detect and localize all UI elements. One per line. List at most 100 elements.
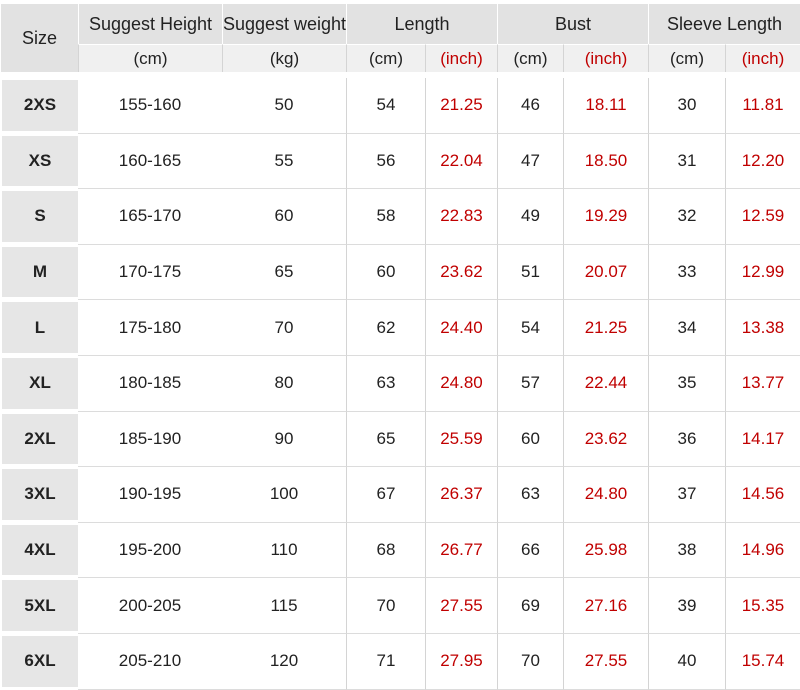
cm-value: 40 xyxy=(648,634,725,690)
cm-value: 38 xyxy=(648,522,725,579)
size-label: 2XL xyxy=(2,413,78,465)
inch-value: 15.74 xyxy=(725,634,800,690)
cm-value: 70 xyxy=(222,300,346,356)
inch-value: 13.77 xyxy=(725,356,800,412)
cm-value: 66 xyxy=(497,522,563,579)
cm-value: 34 xyxy=(648,300,725,356)
inch-value: 24.40 xyxy=(425,300,497,356)
cm-value: 68 xyxy=(346,522,425,579)
size-label: M xyxy=(2,246,78,298)
inch-value: 26.37 xyxy=(425,467,497,523)
unit-header: (cm) xyxy=(346,44,425,72)
unit-header: (cm) xyxy=(497,44,563,72)
column-header: Sleeve Length xyxy=(648,4,800,44)
inch-value: 19.29 xyxy=(563,189,648,245)
inch-value: 18.11 xyxy=(563,78,648,134)
inch-value: 12.99 xyxy=(725,244,800,301)
inch-value: 27.55 xyxy=(425,578,497,634)
inch-value: 11.81 xyxy=(725,78,800,134)
size-label: 3XL xyxy=(2,469,78,520)
cm-value: 55 xyxy=(222,134,346,190)
column-header: Suggest weight xyxy=(222,4,346,44)
cm-value: 60 xyxy=(497,411,563,468)
size-label: XS xyxy=(2,135,78,187)
size-label: 5XL xyxy=(2,580,78,631)
size-label: 2XS xyxy=(2,80,78,131)
cm-value: 200-205 xyxy=(78,578,222,634)
inch-value: 27.95 xyxy=(425,634,497,690)
unit-header: (inch) xyxy=(725,44,800,72)
cm-value: 170-175 xyxy=(78,245,222,301)
cm-value: 195-200 xyxy=(78,523,222,579)
size-label: 6XL xyxy=(2,636,78,687)
column-header: Length xyxy=(346,4,497,44)
inch-value: 25.59 xyxy=(425,411,497,468)
inch-value: 14.17 xyxy=(725,411,800,468)
cm-value: 35 xyxy=(648,356,725,412)
cm-value: 165-170 xyxy=(78,189,222,245)
cm-value: 90 xyxy=(222,412,346,468)
cm-value: 180-185 xyxy=(78,356,222,412)
cm-value: 51 xyxy=(497,244,563,301)
cm-value: 65 xyxy=(222,245,346,301)
unit-header: (kg) xyxy=(222,44,346,72)
unit-header: (inch) xyxy=(425,44,497,72)
cm-value: 47 xyxy=(497,133,563,190)
cm-value: 115 xyxy=(222,578,346,634)
cm-value: 60 xyxy=(222,189,346,245)
inch-value: 24.80 xyxy=(563,467,648,523)
cm-value: 36 xyxy=(648,411,725,468)
column-header: Bust xyxy=(497,4,648,44)
cm-value: 63 xyxy=(346,356,425,412)
inch-value: 24.80 xyxy=(425,356,497,412)
size-label: XL xyxy=(2,358,78,409)
cm-value: 58 xyxy=(346,189,425,245)
cm-value: 100 xyxy=(222,467,346,523)
size-label: L xyxy=(2,302,78,353)
cm-value: 56 xyxy=(346,133,425,190)
cm-value: 110 xyxy=(222,523,346,579)
cm-value: 120 xyxy=(222,634,346,690)
cm-value: 46 xyxy=(497,78,563,134)
cm-value: 63 xyxy=(497,467,563,523)
inch-value: 21.25 xyxy=(425,78,497,134)
inch-value: 22.44 xyxy=(563,356,648,412)
inch-value: 14.56 xyxy=(725,467,800,523)
inch-value: 22.83 xyxy=(425,189,497,245)
inch-value: 23.62 xyxy=(425,244,497,301)
cm-value: 67 xyxy=(346,467,425,523)
cm-value: 71 xyxy=(346,634,425,690)
cm-value: 49 xyxy=(497,189,563,245)
cm-value: 57 xyxy=(497,356,563,412)
cm-value: 37 xyxy=(648,467,725,523)
unit-header: (cm) xyxy=(648,44,725,72)
cm-value: 70 xyxy=(346,578,425,634)
inch-value: 13.38 xyxy=(725,300,800,356)
cm-value: 175-180 xyxy=(78,300,222,356)
cm-value: 205-210 xyxy=(78,634,222,690)
cm-value: 54 xyxy=(497,300,563,356)
cm-value: 60 xyxy=(346,244,425,301)
unit-header: (inch) xyxy=(563,44,648,72)
column-header: Suggest Height xyxy=(78,4,222,44)
size-label: 4XL xyxy=(2,524,78,576)
inch-value: 25.98 xyxy=(563,522,648,579)
cm-value: 160-165 xyxy=(78,134,222,190)
cm-value: 70 xyxy=(497,634,563,690)
cm-value: 155-160 xyxy=(78,78,222,134)
inch-value: 12.59 xyxy=(725,189,800,245)
cm-value: 190-195 xyxy=(78,467,222,523)
inch-value: 12.20 xyxy=(725,133,800,190)
cm-value: 65 xyxy=(346,411,425,468)
cm-value: 62 xyxy=(346,300,425,356)
cm-value: 30 xyxy=(648,78,725,134)
inch-value: 22.04 xyxy=(425,133,497,190)
size-label: S xyxy=(2,191,78,242)
cm-value: 32 xyxy=(648,189,725,245)
cm-value: 80 xyxy=(222,356,346,412)
cm-value: 54 xyxy=(346,78,425,134)
cm-value: 185-190 xyxy=(78,412,222,468)
inch-value: 15.35 xyxy=(725,578,800,634)
inch-value: 26.77 xyxy=(425,522,497,579)
